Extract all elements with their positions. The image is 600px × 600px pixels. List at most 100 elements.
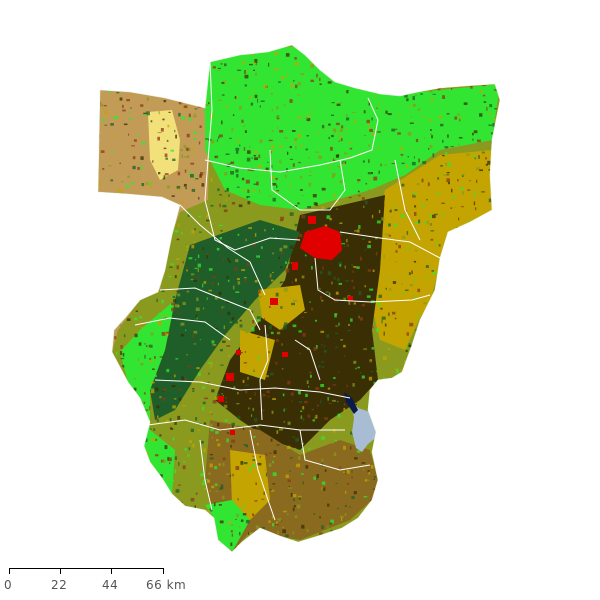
land-cover-pixel: [500, 369, 501, 371]
land-cover-pixel: [484, 232, 489, 236]
land-cover-pixel: [146, 345, 148, 348]
land-cover-pixel: [181, 376, 184, 381]
land-cover-pixel: [294, 138, 298, 141]
land-cover-pixel: [445, 538, 449, 542]
land-cover-pixel: [246, 262, 250, 267]
land-cover-pixel: [454, 473, 456, 477]
land-cover-pixel: [305, 117, 308, 119]
land-cover-pixel: [344, 505, 347, 507]
land-cover-pixel: [198, 48, 201, 50]
land-cover-pixel: [503, 420, 506, 423]
land-cover-pixel: [466, 501, 470, 504]
land-cover-pixel: [347, 330, 351, 332]
land-cover-pixel: [117, 55, 120, 59]
land-cover-pixel: [162, 544, 164, 547]
land-cover-pixel: [368, 540, 372, 544]
land-cover-pixel: [432, 271, 437, 275]
land-cover-pixel: [463, 478, 466, 482]
land-cover-pixel: [292, 531, 295, 534]
land-cover-pixel: [198, 251, 203, 255]
land-cover-pixel: [283, 325, 287, 329]
land-cover-pixel: [313, 513, 316, 515]
land-cover-pixel: [476, 79, 481, 83]
land-cover-pixel: [148, 347, 152, 349]
land-cover-pixel: [189, 433, 192, 437]
land-cover-pixel: [468, 220, 471, 222]
land-cover-pixel: [211, 340, 215, 344]
land-cover-pixel: [481, 315, 483, 319]
land-cover-pixel: [346, 482, 350, 485]
land-cover-pixel: [490, 299, 493, 304]
land-cover-pixel: [391, 444, 393, 449]
land-cover-pixel: [368, 240, 371, 243]
land-cover-pixel: [392, 281, 397, 284]
land-cover-pixel: [198, 87, 200, 89]
land-cover-pixel: [470, 454, 474, 456]
land-cover-pixel: [271, 130, 274, 132]
land-cover-pixel: [137, 544, 140, 548]
land-cover-pixel: [396, 446, 400, 448]
land-cover-pixel: [336, 41, 340, 43]
land-cover-pixel: [254, 94, 258, 99]
land-cover-pixel: [243, 444, 247, 446]
land-cover-pixel: [316, 476, 318, 480]
land-cover-pixel: [345, 57, 350, 61]
land-cover-pixel: [378, 103, 381, 106]
land-cover-pixel: [461, 494, 463, 497]
land-cover-pixel: [292, 245, 297, 247]
land-cover-pixel: [272, 197, 276, 202]
land-cover-pixel: [323, 345, 326, 348]
land-cover-pixel: [412, 354, 415, 358]
land-cover-pixel: [98, 247, 99, 252]
land-cover-pixel: [423, 386, 427, 390]
land-cover-pixel: [358, 315, 360, 319]
land-cover-pixel: [458, 536, 460, 539]
land-cover-pixel: [326, 334, 330, 338]
land-cover-pixel: [187, 439, 191, 444]
land-cover-pixel: [414, 445, 416, 448]
land-cover-pixel: [482, 94, 486, 97]
land-cover-pixel: [167, 227, 170, 230]
land-cover-pixel: [481, 152, 485, 154]
land-cover-pixel: [237, 69, 241, 71]
land-cover-pixel: [284, 109, 288, 111]
land-cover-pixel: [235, 466, 240, 470]
land-cover-pixel: [310, 52, 312, 57]
land-cover-pixel: [172, 480, 174, 482]
land-cover-pixel: [181, 84, 183, 88]
land-cover-pixel: [116, 351, 118, 356]
land-cover-pixel: [276, 521, 278, 524]
land-cover-pixel: [483, 160, 487, 162]
land-cover-pixel: [411, 121, 414, 124]
land-cover-pixel: [472, 345, 477, 349]
land-cover-pixel: [154, 547, 156, 551]
land-cover-pixel: [425, 265, 429, 268]
land-cover-pixel: [128, 246, 131, 250]
land-cover-pixel: [490, 448, 492, 453]
land-cover-pixel: [438, 79, 441, 82]
land-cover-pixel: [479, 113, 483, 117]
land-cover-pixel: [240, 182, 243, 187]
land-cover-pixel: [282, 526, 284, 529]
land-cover-pixel: [357, 66, 361, 70]
land-cover-pixel: [414, 296, 418, 300]
land-cover-pixel: [362, 53, 365, 56]
land-cover-pixel: [421, 523, 424, 526]
land-cover-pixel: [346, 384, 348, 387]
land-cover-pixel: [243, 147, 246, 151]
land-cover-pixel: [373, 478, 375, 480]
land-cover-pixel: [459, 118, 461, 122]
land-cover-pixel: [247, 189, 250, 193]
land-cover-pixel: [100, 279, 103, 284]
land-cover-pixel: [223, 404, 228, 409]
land-cover-pixel: [109, 442, 111, 445]
land-cover-pixel: [482, 320, 484, 323]
land-cover-pixel: [191, 244, 195, 249]
land-cover-pixel: [391, 185, 395, 187]
land-cover-pixel: [212, 275, 216, 279]
zone-cropland-east: [370, 150, 492, 350]
land-cover-pixel: [304, 254, 307, 257]
land-cover-pixel: [420, 535, 423, 539]
land-cover-pixel: [299, 352, 302, 354]
land-cover-pixel: [487, 160, 491, 165]
